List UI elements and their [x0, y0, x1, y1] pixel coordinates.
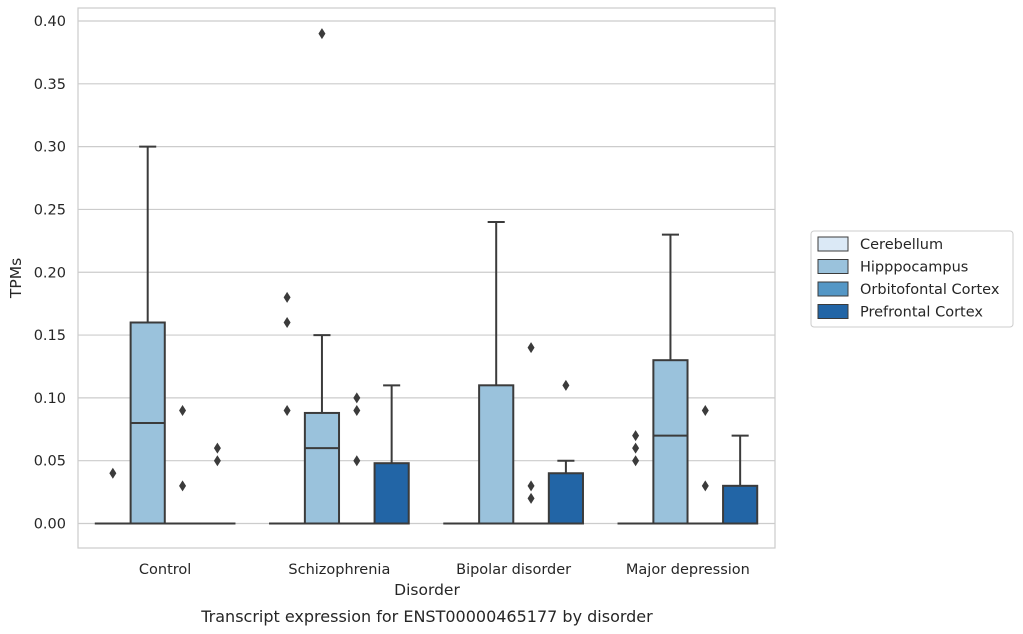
box-orbitofontal-cortex [512, 342, 550, 525]
chart-caption: Transcript expression for ENST0000046517… [200, 607, 653, 626]
outlier-point [353, 404, 361, 416]
box-prefrontal-cortex [199, 442, 236, 525]
x-tick-label: Control [139, 562, 191, 578]
box-hipppocampus [478, 221, 515, 525]
box-prefrontal-cortex [722, 434, 759, 525]
outlier-point [213, 455, 221, 467]
legend-frame [810, 230, 1014, 328]
outlier-point [632, 455, 640, 467]
y-axis-label: TPMs [7, 258, 25, 299]
box-hipppocampus [652, 233, 689, 525]
x-tick-label: Schizophrenia [288, 562, 390, 578]
legend-label: Hipppocampus [860, 260, 968, 276]
x-tick-label: Major depression [626, 562, 750, 578]
outlier-point [527, 342, 535, 354]
outlier-point [701, 404, 709, 416]
y-tick-label: 0.30 [34, 140, 66, 156]
outlier-point [283, 317, 291, 328]
y-tick-labels: 0.00 0.05 0.10 0.15 0.20 0.25 0.30 0.35 0.40 [34, 14, 66, 533]
legend-swatch [817, 259, 849, 274]
y-tick-label: 0.15 [34, 328, 66, 344]
outlier-point [632, 430, 640, 442]
x-tick-labels: Control Schizophrenia Bipolar disorder Majo… [139, 562, 750, 578]
outlier-point [283, 404, 291, 416]
y-tick-label: 0.00 [34, 517, 66, 533]
x-tick-label: Bipolar disorder [456, 562, 571, 578]
outlier-point [109, 467, 117, 479]
y-tick-label: 0.40 [34, 14, 66, 30]
outlier-point [527, 480, 535, 492]
box-body [547, 472, 584, 525]
outlier-point [318, 28, 326, 40]
outlier-point [179, 480, 187, 492]
y-tick-label: 0.25 [34, 202, 66, 218]
y-tick-label: 0.05 [34, 454, 66, 470]
legend-label: Prefrontal Cortex [860, 305, 983, 321]
outlier-point [632, 442, 640, 454]
legend-swatch [817, 281, 849, 297]
box-body [652, 359, 689, 525]
legend-label: Cerebellum [860, 237, 943, 253]
box-cerebellum [269, 291, 306, 525]
boxes-layer [94, 28, 759, 525]
outlier-point [353, 392, 361, 404]
outlier-point [353, 455, 361, 467]
legend-swatch [817, 304, 849, 319]
box-body [478, 384, 515, 525]
box-prefrontal-cortex [547, 379, 584, 525]
legend-swatch [817, 236, 849, 252]
box-cerebellum [617, 430, 654, 525]
y-tick-label: 0.10 [34, 391, 66, 407]
box-prefrontal-cortex [373, 384, 410, 525]
outlier-point [701, 480, 709, 492]
plot-frame [77, 7, 776, 549]
box-body [373, 462, 410, 525]
y-tick-label: 0.20 [34, 265, 66, 281]
outlier-point [213, 442, 221, 454]
legend: Cerebellum Hipppocampus Orbitofontal Corte… [810, 230, 1014, 328]
outlier-point [179, 404, 187, 416]
box-hipppocampus [303, 28, 341, 525]
box-body [303, 411, 341, 525]
box-body [722, 484, 759, 525]
x-axis-label: Disorder [394, 581, 460, 599]
outlier-point [527, 492, 535, 504]
box-hipppocampus [129, 145, 166, 525]
y-tick-label: 0.35 [34, 77, 66, 93]
outlier-point [562, 379, 570, 391]
outlier-point [283, 291, 291, 303]
legend-label: Orbitofontal Cortex [860, 282, 1000, 298]
